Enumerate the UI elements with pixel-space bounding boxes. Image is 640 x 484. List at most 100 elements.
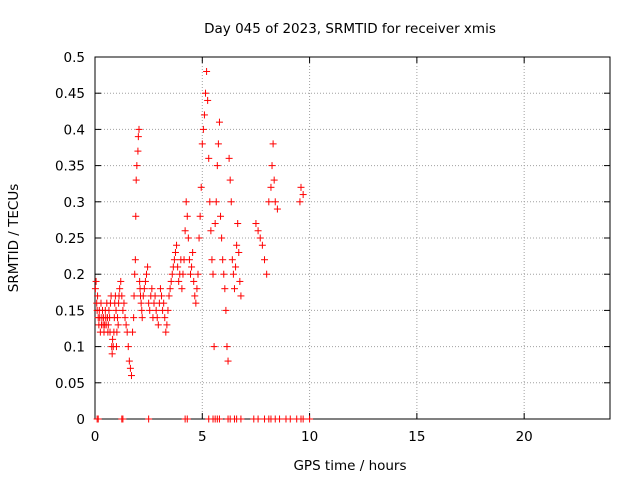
data-point (199, 125, 207, 133)
data-point (130, 292, 138, 300)
data-point (163, 321, 171, 329)
y-tick-label: 0.1 (64, 340, 85, 356)
data-point (138, 306, 146, 314)
data-point (138, 314, 146, 322)
data-point (120, 299, 128, 307)
data-point (226, 176, 234, 184)
data-point (143, 270, 150, 278)
data-point (178, 285, 186, 293)
data-point (183, 415, 191, 423)
data-point (212, 198, 220, 206)
data-point (132, 212, 140, 220)
data-point (207, 227, 215, 235)
data-point (204, 96, 212, 104)
data-point (220, 270, 228, 278)
data-point (215, 118, 223, 126)
data-point (165, 292, 173, 300)
data-point (94, 292, 102, 300)
data-point (192, 299, 200, 307)
data-point (117, 277, 125, 285)
data-point (270, 176, 278, 184)
data-point (197, 183, 205, 191)
data-point (173, 241, 181, 249)
x-tick-label: 10 (301, 429, 318, 445)
data-point (94, 415, 102, 423)
data-point (208, 256, 216, 264)
y-tick-label: 0.4 (64, 122, 85, 138)
data-point (213, 162, 221, 170)
data-point (209, 270, 217, 278)
data-point (236, 277, 244, 285)
data-point (299, 191, 307, 199)
data-point (119, 306, 127, 314)
data-point (232, 263, 240, 271)
data-point (254, 227, 262, 235)
y-tick-label: 0.25 (55, 231, 85, 247)
chart-title: Day 045 of 2023, SRMTID for receiver xmi… (204, 21, 496, 37)
x-tick-label: 15 (408, 429, 425, 445)
data-point (252, 220, 260, 228)
data-point (198, 140, 206, 148)
data-point (114, 321, 122, 329)
data-point (223, 343, 231, 351)
data-point (191, 292, 199, 300)
data-point (227, 198, 235, 206)
data-point (166, 285, 174, 293)
data-point (261, 256, 269, 264)
data-point (218, 234, 226, 242)
data-point (135, 125, 143, 133)
data-point (145, 415, 153, 423)
data-point (267, 183, 275, 191)
data-point (206, 198, 214, 206)
data-point (151, 292, 159, 300)
x-tick-label: 5 (198, 429, 207, 445)
y-tick-label: 0.05 (55, 376, 85, 392)
data-point (211, 220, 219, 228)
data-point (271, 198, 279, 206)
data-point (108, 350, 116, 358)
data-point (139, 292, 147, 300)
data-point (158, 292, 166, 300)
data-point (171, 248, 179, 256)
x-tick-label: 20 (516, 429, 533, 445)
data-point (146, 306, 154, 314)
data-point (299, 415, 307, 423)
data-point (181, 227, 189, 235)
data-point (132, 176, 140, 184)
data-point (189, 248, 197, 256)
data-point (237, 415, 245, 423)
data-point (160, 299, 168, 307)
data-point (225, 154, 233, 162)
data-point (104, 321, 112, 329)
data-point (219, 256, 227, 264)
data-point (168, 270, 176, 278)
data-point (286, 415, 294, 423)
data-point (112, 343, 120, 351)
data-point (269, 140, 277, 148)
data-point (162, 328, 170, 336)
data-point (185, 256, 193, 264)
x-axis-label: GPS time / hours (293, 458, 406, 474)
data-point (263, 270, 271, 278)
data-point (193, 285, 201, 293)
data-point (183, 212, 191, 220)
data-point (210, 343, 218, 351)
data-point (154, 321, 162, 329)
data-point (202, 89, 210, 97)
data-point (194, 270, 202, 278)
data-point (114, 314, 122, 322)
data-point (229, 270, 237, 278)
data-point (127, 372, 135, 380)
data-point (126, 364, 134, 372)
data-point (224, 357, 232, 365)
grid-lines (95, 57, 610, 419)
data-points (91, 67, 314, 423)
data-point (153, 314, 161, 322)
data-point (152, 306, 160, 314)
data-point (200, 111, 208, 119)
data-point (167, 277, 175, 285)
data-point (161, 314, 169, 322)
